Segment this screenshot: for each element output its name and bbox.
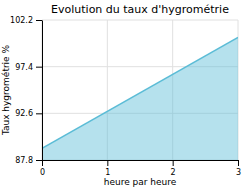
axis-line (43, 160, 239, 161)
tick: 92.6 (15, 109, 42, 118)
tick-label: 3 (236, 168, 241, 177)
title: Evolution du taux d'hygrométrie (51, 3, 229, 16)
tick-mark (238, 160, 239, 166)
chart: 0 1 2 3 87.8 92.6 97.4 102.2 Evolution du taux d… (0, 0, 250, 188)
grid (42, 20, 238, 160)
grid-line-y (42, 20, 238, 21)
tick-mark (36, 67, 42, 68)
area (42, 38, 238, 161)
tick-mark (36, 160, 42, 161)
plot-area (42, 38, 238, 161)
line (42, 38, 238, 149)
tick: 3 (236, 160, 241, 177)
tick-mark (107, 160, 108, 166)
tick-label: 97.4 (15, 63, 33, 72)
tick-mark (173, 160, 174, 166)
y-axis: 87.8 92.6 97.4 102.2 (10, 16, 42, 165)
tick: 1 (105, 160, 110, 177)
tick: 2 (171, 160, 176, 177)
tick-label: 102.2 (10, 16, 33, 25)
grid-line-x (42, 20, 43, 160)
tick-mark (42, 160, 43, 166)
tick-label: 92.6 (15, 109, 33, 118)
tick-label: 0 (40, 168, 45, 177)
tick: 87.8 (15, 156, 42, 165)
tick: 102.2 (10, 16, 42, 25)
tick-mark (36, 20, 42, 21)
tick-mark (36, 113, 42, 114)
tick-label: 87.8 (15, 156, 33, 165)
y-axis-title: Taux hygrométrie % (1, 44, 11, 136)
x-axis-title: heure par heure (104, 177, 177, 187)
axis-line (42, 21, 43, 161)
tick: 97.4 (15, 63, 42, 72)
tick-label: 1 (105, 168, 110, 177)
x-axis: 0 1 2 3 (40, 160, 241, 177)
tick: 0 (40, 160, 45, 177)
tick-label: 2 (171, 168, 176, 177)
